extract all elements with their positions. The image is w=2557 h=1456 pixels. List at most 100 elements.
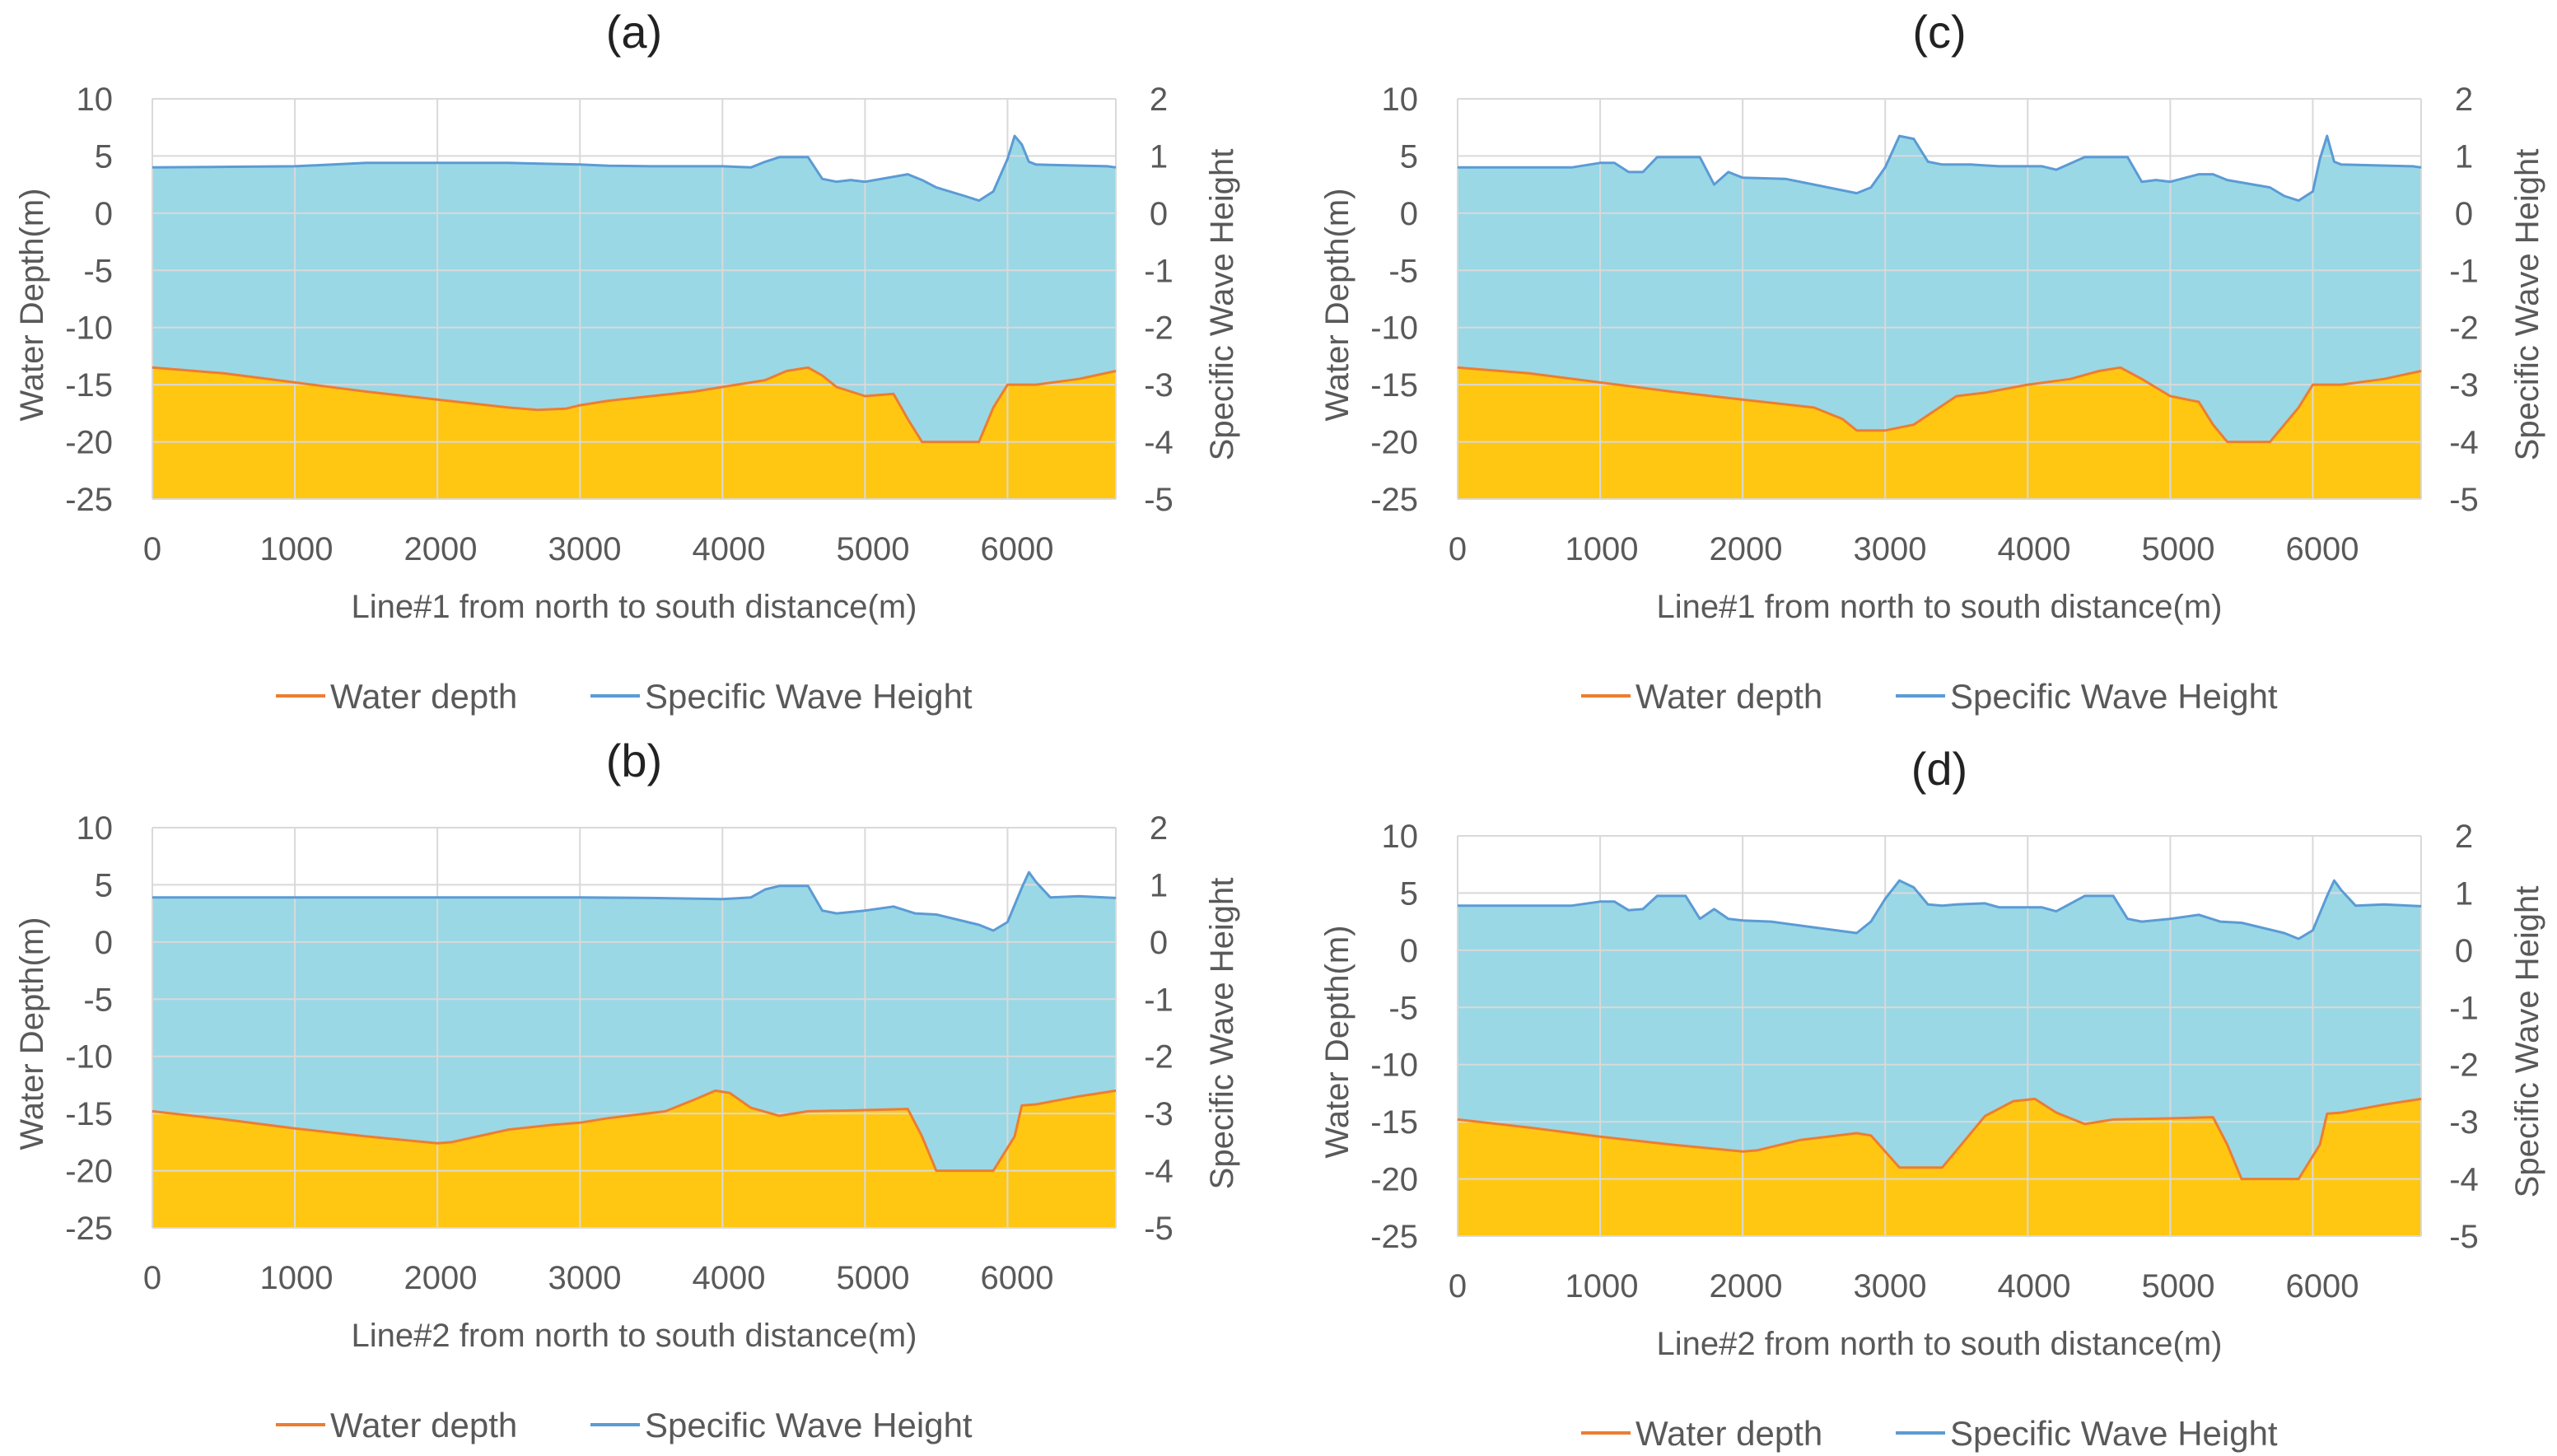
y-tick-label: -15 bbox=[65, 367, 113, 404]
x-axis: 0 1000 2000 3000 4000 5000 6000 bbox=[1449, 531, 2359, 567]
x-tick-label: 4000 bbox=[693, 531, 766, 567]
y2-tick-label: 1 bbox=[1150, 867, 1168, 903]
water-depth-line bbox=[1457, 366, 2422, 444]
x-tick-label: 3000 bbox=[548, 1260, 622, 1296]
x-tick-label: 6000 bbox=[2286, 531, 2359, 567]
legend: Water depth Specific Wave Height bbox=[276, 1406, 973, 1444]
y-tick-label: -15 bbox=[1370, 367, 1418, 404]
y-tick-label: -25 bbox=[65, 482, 113, 518]
x-tick-label: 3000 bbox=[548, 531, 622, 567]
y-tick-label: -10 bbox=[65, 1039, 113, 1076]
x-axis: 0 1000 2000 3000 4000 5000 6000 bbox=[143, 1260, 1054, 1296]
y-tick-label: 10 bbox=[1382, 82, 1419, 118]
y2-tick-label: 2 bbox=[1150, 82, 1168, 118]
y-axis-title: Water Depth(m) bbox=[1319, 925, 1355, 1158]
y2-tick-label: 0 bbox=[2455, 933, 2473, 969]
x-tick-label: 4000 bbox=[1998, 1268, 2071, 1304]
y-tick-label: -20 bbox=[65, 425, 113, 461]
y2-tick-label: -1 bbox=[2449, 253, 2479, 289]
y-tick-label: 0 bbox=[1400, 933, 1418, 969]
y2-axis-title: Specific Wave Height bbox=[2509, 886, 2545, 1198]
y2-tick-label: -1 bbox=[2449, 990, 2479, 1026]
y-tick-label: -15 bbox=[65, 1096, 113, 1132]
panel-title: (c) bbox=[1912, 6, 1966, 58]
y2-tick-label: 2 bbox=[1150, 810, 1168, 847]
y-tick-label: 5 bbox=[1400, 875, 1418, 912]
x-tick-label: 5000 bbox=[837, 531, 910, 567]
x-axis-title: Line#1 from north to south distance(m) bbox=[351, 589, 917, 625]
y2-tick-label: 0 bbox=[1150, 196, 1168, 232]
x-tick-label: 5000 bbox=[2142, 531, 2215, 567]
y2-tick-label: 1 bbox=[1150, 138, 1168, 175]
legend: Water depth Specific Wave Height bbox=[1581, 677, 2278, 716]
wave-height-line bbox=[1458, 879, 2422, 940]
y-tick-label: -5 bbox=[83, 253, 113, 289]
wave-height-line bbox=[152, 870, 1117, 932]
y-axis-title: Water Depth(m) bbox=[14, 917, 50, 1150]
y-tick-label: 10 bbox=[77, 810, 114, 847]
x-tick-label: 2000 bbox=[1710, 531, 1783, 567]
x-tick-label: 5000 bbox=[837, 1260, 910, 1296]
y2-tick-label: -5 bbox=[1144, 1211, 1174, 1247]
y-tick-label: 5 bbox=[95, 867, 113, 903]
y-tick-label: -20 bbox=[1370, 425, 1418, 461]
y-tick-label: -20 bbox=[65, 1154, 113, 1190]
y2-axis-title: Specific Wave Height bbox=[2509, 149, 2545, 461]
water-depth-line bbox=[152, 1089, 1117, 1173]
x-tick-label: 6000 bbox=[981, 1260, 1054, 1296]
y-axis-left: 10 5 0 -5 -10 -15 -20 -25 bbox=[65, 810, 113, 1247]
y-tick-label: 0 bbox=[95, 925, 113, 961]
legend-wave-height-label: Specific Wave Height bbox=[1950, 1414, 2278, 1453]
y2-tick-label: -4 bbox=[2449, 425, 2479, 461]
y-tick-label: -25 bbox=[1370, 482, 1418, 518]
y-tick-label: 10 bbox=[77, 82, 114, 118]
y-axis-right: 2 1 0 -1 -2 -3 -4 -5 bbox=[2449, 819, 2479, 1255]
wave-height-line bbox=[1458, 134, 2422, 203]
x-tick-label: 2000 bbox=[404, 1260, 478, 1296]
plot-area bbox=[1457, 835, 2422, 1237]
y2-tick-label: -3 bbox=[2449, 1104, 2479, 1141]
x-tick-label: 6000 bbox=[981, 531, 1054, 567]
y2-tick-label: -4 bbox=[1144, 1154, 1174, 1190]
y2-tick-label: -5 bbox=[2449, 482, 2479, 518]
y-tick-label: -10 bbox=[1370, 310, 1418, 347]
y-axis-right: 2 1 0 -1 -2 -3 -4 -5 bbox=[1144, 810, 1174, 1247]
y-tick-label: 0 bbox=[95, 196, 113, 232]
y-axis-left: 10 5 0 -5 -10 -15 -20 -25 bbox=[1370, 819, 1418, 1255]
y-axis-title: Water Depth(m) bbox=[1319, 188, 1355, 421]
seabed-area bbox=[1458, 367, 2421, 499]
y2-tick-label: -1 bbox=[1144, 253, 1174, 289]
y2-tick-label: 0 bbox=[2455, 196, 2473, 232]
seabed-area bbox=[152, 1090, 1116, 1228]
y2-tick-label: -2 bbox=[1144, 310, 1174, 347]
y-axis-title: Water Depth(m) bbox=[14, 188, 50, 421]
panel-title: (d) bbox=[1911, 743, 1967, 795]
y2-tick-label: -1 bbox=[1144, 982, 1174, 1018]
wave-height-line bbox=[152, 134, 1117, 203]
seabed-area bbox=[152, 367, 1116, 499]
y-tick-label: -5 bbox=[1388, 253, 1418, 289]
chart-panel-d: (d) 10 5 0 -5 -10 -15 -20 -25 2 1 0 -1 -… bbox=[1319, 743, 2545, 1453]
y2-tick-label: -5 bbox=[2449, 1219, 2479, 1255]
y2-tick-label: -3 bbox=[1144, 1096, 1174, 1132]
legend-wave-height-label: Specific Wave Height bbox=[1950, 677, 2278, 716]
panel-title: (b) bbox=[606, 735, 662, 786]
y-tick-label: 5 bbox=[95, 138, 113, 175]
legend: Water depth Specific Wave Height bbox=[276, 677, 973, 716]
x-axis: 0 1000 2000 3000 4000 5000 6000 bbox=[143, 531, 1054, 567]
x-tick-label: 4000 bbox=[693, 1260, 766, 1296]
y2-tick-label: 2 bbox=[2455, 819, 2473, 855]
legend-wave-height-label: Specific Wave Height bbox=[645, 1406, 973, 1444]
water-depth-line bbox=[1457, 1097, 2422, 1181]
y-tick-label: -10 bbox=[1370, 1048, 1418, 1084]
x-tick-label: 1000 bbox=[260, 531, 334, 567]
plot-area bbox=[152, 827, 1117, 1229]
y2-tick-label: -3 bbox=[2449, 367, 2479, 404]
chart-panel-b: (b) 10 5 0 -5 -10 -15 -20 -25 2 1 0 -1 -… bbox=[14, 735, 1240, 1444]
y-axis-left: 10 5 0 -5 -10 -15 -20 -25 bbox=[65, 82, 113, 518]
x-axis-title: Line#1 from north to south distance(m) bbox=[1656, 589, 2222, 625]
x-tick-label: 0 bbox=[143, 531, 161, 567]
legend-water-depth-label: Water depth bbox=[330, 1406, 517, 1444]
x-tick-label: 5000 bbox=[2142, 1268, 2215, 1304]
